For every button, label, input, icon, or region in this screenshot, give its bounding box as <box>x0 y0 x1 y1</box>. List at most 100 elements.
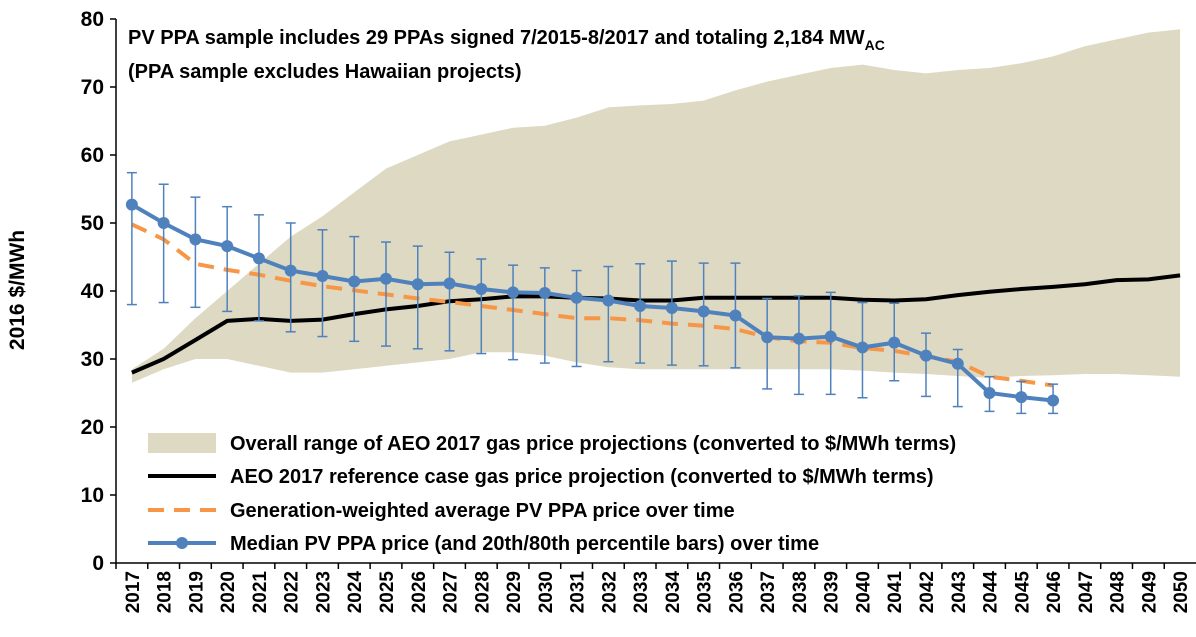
x-tick-label: 2041 <box>885 571 906 614</box>
y-tick-label: 80 <box>81 8 104 31</box>
error-bar <box>158 183 169 304</box>
point <box>157 217 170 229</box>
x-tick-label: 2039 <box>822 571 843 613</box>
x-tick-label: 2046 <box>1044 571 1065 613</box>
x-tick-label: 2033 <box>631 571 652 613</box>
y-tick-label: 10 <box>81 484 104 507</box>
y-tick-label: 40 <box>81 280 104 303</box>
x-tick-label: 2037 <box>758 571 779 613</box>
x-tick-label: 2045 <box>1012 571 1033 614</box>
annotation-line2: (PPA sample excludes Hawaiian projects) <box>128 61 521 83</box>
error-bar <box>921 332 931 398</box>
point <box>507 286 520 299</box>
y-tick-label: 60 <box>81 144 104 167</box>
x-tick-label: 2022 <box>282 571 303 613</box>
x-tick-label: 2049 <box>1139 571 1160 613</box>
x-tick-label: 2048 <box>1108 571 1129 613</box>
legend-marker <box>176 537 188 549</box>
annotation-subscript: AC <box>865 37 885 53</box>
point <box>411 278 424 291</box>
error-bar <box>825 291 836 396</box>
x-tick-label: 2030 <box>536 571 557 613</box>
error-bar <box>190 196 201 309</box>
error-bar <box>285 222 296 333</box>
y-tick-label: 0 <box>92 552 104 575</box>
x-tick-label: 2031 <box>568 571 589 614</box>
error-bar <box>476 258 487 355</box>
error-bar <box>126 171 137 306</box>
range-area <box>131 29 1181 383</box>
point <box>380 272 392 285</box>
y-tick-label: 30 <box>81 348 104 371</box>
x-tick-label: 2028 <box>472 571 493 613</box>
x-tick-label: 2042 <box>917 571 938 613</box>
error-bar <box>762 297 773 390</box>
point <box>443 277 456 290</box>
point <box>221 240 234 253</box>
x-tick-label: 2023 <box>313 571 334 613</box>
lines-layer <box>125 171 1181 415</box>
y-tick-label: 70 <box>81 76 104 99</box>
point <box>475 282 488 295</box>
x-tick-label: 2038 <box>790 571 811 613</box>
point <box>316 270 329 283</box>
point <box>189 233 202 246</box>
point <box>125 198 138 211</box>
point <box>729 309 742 322</box>
point <box>856 341 869 354</box>
point <box>348 275 361 288</box>
error-bar <box>317 229 328 338</box>
point <box>920 349 932 362</box>
error-bar <box>253 214 264 322</box>
point <box>1047 394 1060 407</box>
x-tick-label: 2044 <box>981 571 1002 614</box>
area-layer <box>131 29 1181 383</box>
point <box>983 387 996 399</box>
error-bar <box>412 245 423 350</box>
point <box>951 357 964 370</box>
point <box>252 252 265 265</box>
x-tick-label: 2029 <box>504 571 525 613</box>
point <box>1015 391 1028 404</box>
legend-layer: Overall range of AEO 2017 gas price proj… <box>148 433 956 555</box>
x-tick-label: 2036 <box>726 571 747 613</box>
point <box>792 332 805 345</box>
error-bar <box>635 263 646 364</box>
x-tick-label: 2047 <box>1076 571 1097 613</box>
error-bar <box>381 241 391 347</box>
error-bar <box>222 205 233 313</box>
point <box>697 305 710 318</box>
point <box>538 287 551 300</box>
x-tick-label: 2024 <box>345 571 366 614</box>
error-bar <box>444 251 455 352</box>
error-bar <box>349 235 360 343</box>
x-tick-label: 2025 <box>377 571 398 614</box>
error-bar <box>793 295 804 396</box>
point <box>634 299 647 312</box>
x-tick-label: 2027 <box>441 571 462 613</box>
annotation: PV PPA sample includes 29 PPAs signed 7/… <box>128 27 885 53</box>
line <box>131 273 1181 375</box>
y-axis-label: 2016 $/MWh <box>6 230 29 350</box>
point <box>824 330 837 343</box>
x-tick-label: 2035 <box>695 571 716 614</box>
point <box>284 264 297 277</box>
point <box>602 294 615 307</box>
x-tick-label: 2050 <box>1171 571 1192 613</box>
x-tick-label: 2034 <box>663 571 684 614</box>
legend-label: Overall range of AEO 2017 gas price proj… <box>230 433 956 455</box>
x-tick-label: 2032 <box>599 571 620 613</box>
x-tick-label: 2019 <box>186 571 207 613</box>
annotation-text: PV PPA sample includes 29 PPAs signed 7/… <box>128 27 865 49</box>
error-bar <box>603 265 614 363</box>
legend-swatch <box>148 433 216 453</box>
point <box>665 302 678 314</box>
x-tick-label: 2017 <box>123 571 144 613</box>
x-tick-label: 2043 <box>949 571 970 613</box>
x-tick-label: 2040 <box>853 571 874 613</box>
legend-label: Median PV PPA price (and 20th/80th perce… <box>230 533 819 555</box>
error-bar <box>571 269 582 368</box>
x-tick-label: 2018 <box>155 571 176 613</box>
